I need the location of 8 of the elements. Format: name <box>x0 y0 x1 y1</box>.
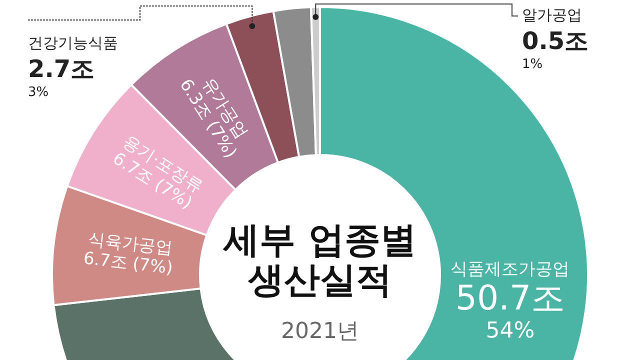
slice-label: 건강기능식품 <box>28 34 118 52</box>
slice-label: 알가공업 <box>522 6 582 24</box>
data-label: 2.7조 3% <box>28 55 95 100</box>
data-label: 0.5조 1% <box>522 27 589 72</box>
text: 세부 업종별 생산실적 <box>222 220 416 301</box>
data-label: 50.7조 54% <box>455 278 566 344</box>
slice-label: 식품제조가공업 <box>450 259 570 280</box>
text: 2021년 <box>281 319 359 344</box>
